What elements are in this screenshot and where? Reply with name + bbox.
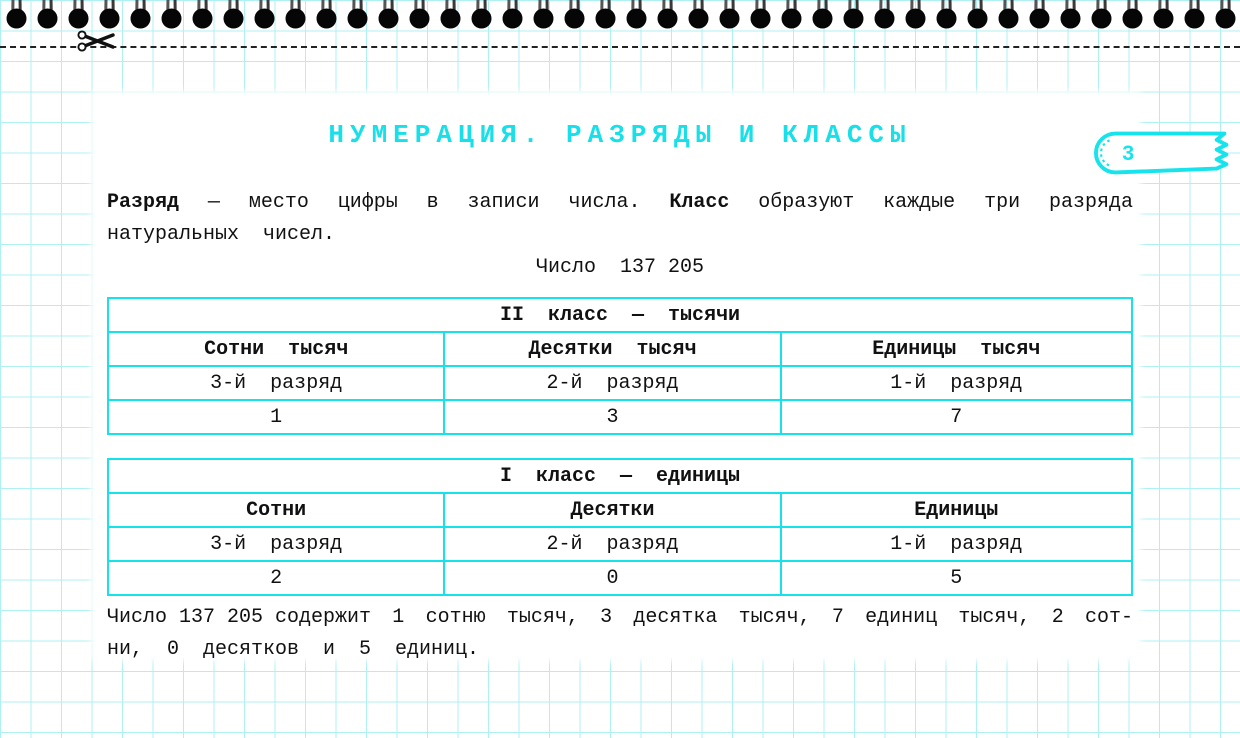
svg-text:3: 3 (1122, 141, 1134, 165)
